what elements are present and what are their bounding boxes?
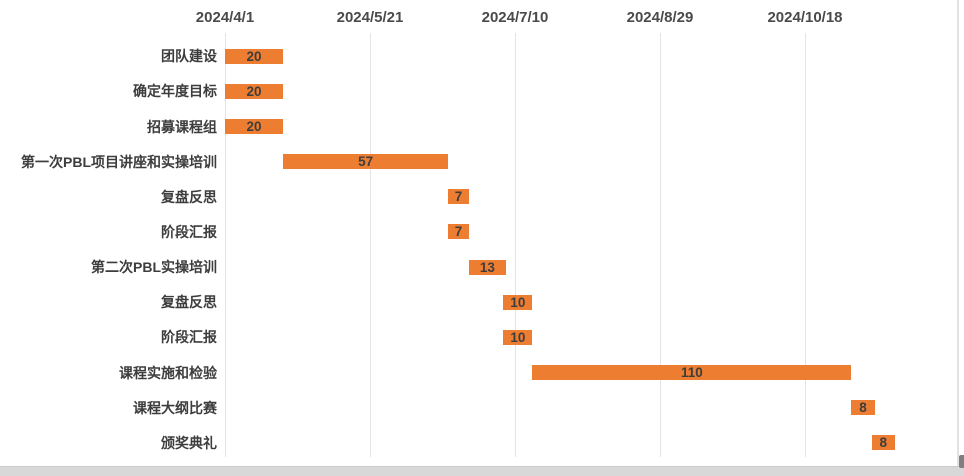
x-axis-tick-label: 2024/4/1 — [195, 9, 255, 26]
gantt-bar: 8 — [851, 400, 875, 416]
bar-duration-value: 10 — [510, 329, 526, 345]
gantt-bar: 110 — [532, 365, 852, 381]
bar-duration-value: 7 — [454, 189, 463, 205]
gantt-bar: 57 — [283, 154, 449, 170]
bar-duration-value: 13 — [479, 259, 495, 275]
x-gridline — [660, 33, 661, 457]
bar-duration-value: 8 — [859, 400, 867, 416]
task-label: 课程实施和检验 — [119, 364, 217, 381]
x-axis-tick-label: 2024/8/29 — [626, 9, 694, 26]
gantt-bar: 20 — [225, 48, 283, 64]
bar-duration-value: 110 — [681, 365, 703, 381]
x-gridline — [225, 33, 226, 457]
gantt-bar: 10 — [503, 294, 533, 310]
task-label: 招募课程组 — [147, 118, 217, 135]
window-bottom-strip — [0, 466, 964, 476]
gantt-bar: 8 — [871, 435, 895, 451]
bar-duration-value: 20 — [246, 119, 262, 134]
bar-duration-value: 20 — [246, 83, 262, 99]
window-right-border — [957, 0, 959, 468]
task-label: 第一次PBL项目讲座和实操培训 — [21, 153, 217, 170]
x-axis-tick-label: 2024/10/18 — [767, 9, 843, 26]
gantt-bar: 20 — [225, 83, 283, 99]
task-label: 复盘反思 — [161, 294, 217, 311]
bar-duration-value: 20 — [246, 48, 262, 64]
task-label: 课程大纲比赛 — [133, 399, 217, 416]
task-label: 阶段汇报 — [161, 329, 217, 346]
x-axis-tick-label: 2024/5/21 — [336, 9, 404, 26]
gantt-bar: 13 — [468, 259, 507, 275]
x-gridline — [370, 33, 371, 457]
task-label: 确定年度目标 — [133, 83, 217, 100]
gantt-bar: 10 — [503, 329, 533, 345]
x-gridline — [805, 33, 806, 457]
bar-duration-value: 57 — [358, 154, 374, 170]
x-gridline — [515, 33, 516, 457]
bar-duration-value: 8 — [879, 435, 888, 451]
gantt-bar: 7 — [448, 189, 469, 205]
task-label: 第二次PBL实操培训 — [91, 259, 217, 276]
bar-duration-value: 10 — [510, 294, 526, 310]
bar-duration-value: 7 — [454, 224, 463, 240]
task-label: 团队建设 — [161, 48, 217, 65]
scrollbar-thumb[interactable] — [959, 455, 964, 468]
task-label: 复盘反思 — [161, 188, 217, 205]
gantt-bar: 20 — [225, 119, 283, 134]
task-label: 阶段汇报 — [161, 223, 217, 240]
x-axis-tick-label: 2024/7/10 — [481, 9, 549, 26]
gantt-bar: 7 — [448, 224, 469, 240]
task-label: 颁奖典礼 — [161, 434, 217, 451]
